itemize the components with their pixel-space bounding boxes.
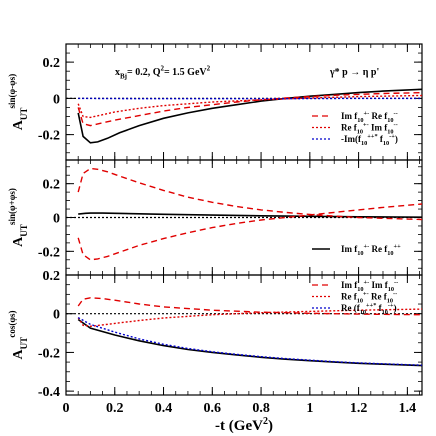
y-tick-label: -0.4 — [38, 385, 60, 400]
legend-label: Re (f10++* f10-+) — [341, 302, 397, 316]
series-line-3-4 — [77, 316, 423, 366]
legend-label: Im f10+- Re f10++ — [341, 243, 401, 257]
y-tick-label: 0.2 — [43, 56, 61, 71]
y-tick-label: 0.2 — [43, 269, 61, 284]
series-line-1-1 — [77, 88, 423, 144]
series-line-2-3 — [77, 203, 423, 261]
legend-label: -Im(f10++* f10-+) — [341, 133, 398, 147]
series-line-3-3 — [77, 308, 423, 328]
y-tick-label: 0 — [53, 308, 60, 323]
series-line-2-1 — [78, 212, 423, 218]
x-tick-label: 1.2 — [350, 401, 368, 416]
legend-label: Re f10+- Im f10-- — [341, 121, 398, 135]
reaction-annotation: γ* p → η p' — [329, 67, 379, 78]
x-tick-label: 0.2 — [106, 401, 124, 416]
legend-label: Re f10+- Re f10-- — [341, 290, 397, 304]
legend-label: Im f10+- Re f10-- — [341, 110, 398, 124]
y-tick-label: 0 — [53, 212, 60, 227]
y-axis-label: AUTsin(φ+φs) — [7, 188, 29, 247]
kinematics-annotation: xBj= 0.2, Q2= 1.5 GeV2 — [115, 65, 211, 81]
x-tick-label: 0.8 — [252, 401, 270, 416]
x-tick-label: 1 — [306, 401, 313, 416]
series-line-1-3 — [77, 94, 423, 119]
y-tick-label: 0 — [53, 92, 60, 107]
series-line-1-2 — [77, 91, 423, 127]
y-tick-label: 0.2 — [43, 178, 61, 193]
x-tick-label: 1.4 — [399, 401, 417, 416]
y-tick-label: -0.2 — [38, 346, 60, 361]
legend-label: Im f10+- Im f10-- — [341, 279, 398, 293]
y-axis-label: AUTsin(φ-φs) — [7, 74, 29, 131]
series-line-3-2 — [77, 297, 423, 316]
x-axis-label: -t (GeV2) — [215, 416, 273, 434]
plot-frame-3 — [65, 274, 423, 396]
y-tick-label: -0.2 — [38, 245, 60, 260]
x-tick-label: 0.4 — [155, 401, 173, 416]
series-line-2-2 — [77, 167, 423, 221]
x-tick-label: 0 — [63, 401, 70, 416]
y-axis-label: AUTcos(φs) — [7, 311, 29, 360]
y-tick-label: -0.2 — [38, 129, 60, 144]
x-tick-label: 0.6 — [204, 401, 222, 416]
series-line-3-1 — [77, 318, 423, 367]
